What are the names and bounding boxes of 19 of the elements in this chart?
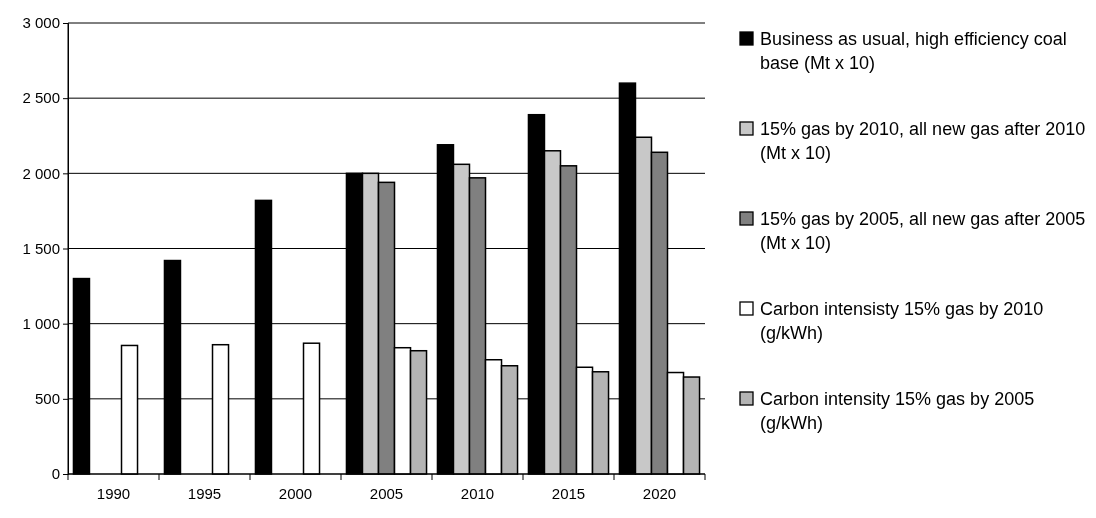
x-tick-label: 2020 [642, 485, 677, 502]
y-tick-label: 1 000 [22, 314, 60, 332]
x-tick-label: 2000 [278, 485, 313, 502]
y-tick-label: 1 500 [22, 239, 60, 257]
x-tick-label: 2010 [460, 485, 495, 502]
y-tick-label: 3 000 [22, 14, 60, 32]
x-tick-label: 2015 [551, 485, 586, 502]
y-tick-label: 0 [51, 465, 60, 483]
y-tick-label: 500 [34, 390, 60, 408]
legend-label: Business as usual, high efficiency coal base (Mt x 10) [760, 29, 1067, 73]
legend-label: Carbon intensity 15% gas by 2005 (g/kWh) [760, 389, 1035, 433]
legend-label: 15% gas by 2010, all new gas after 2010 (Mt x 10) [760, 119, 1086, 163]
x-tick-label: 1995 [187, 485, 222, 502]
y-tick-label: 2 500 [22, 89, 60, 107]
x-tick-label: 1990 [96, 485, 131, 502]
y-tick-label: 2 000 [22, 164, 60, 182]
x-tick-label: 2005 [369, 485, 404, 502]
legend-label: Carbon intensisty 15% gas by 2010 (g/kWh) [760, 299, 1044, 343]
legend-label: 15% gas by 2005, all new gas after 2005 (Mt x 10) [760, 209, 1086, 253]
